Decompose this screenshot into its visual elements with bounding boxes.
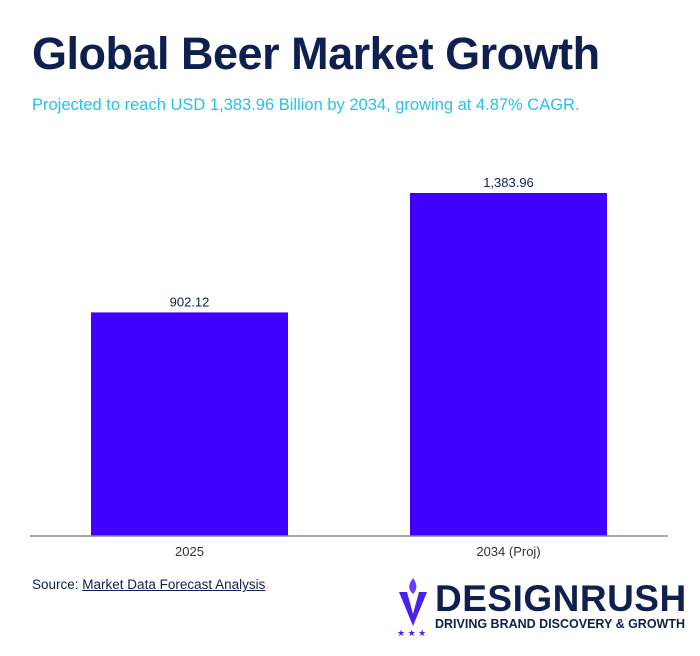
logo-tagline: DRIVING BRAND DISCOVERY & GROWTH	[435, 617, 686, 631]
bar-chart: 902.12 2025 1,383.96 2034 (Proj)	[30, 175, 668, 559]
designrush-logo: ★ ★ ★ DESIGNRUSH DRIVING BRAND DISCOVERY…	[393, 576, 686, 638]
source-link[interactable]: Market Data Forecast Analysis	[82, 577, 266, 592]
chart-subtitle: Projected to reach USD 1,383.96 Billion …	[32, 96, 580, 114]
bar-2025	[91, 312, 288, 536]
flame-v-icon: ★ ★ ★	[397, 578, 427, 638]
data-label: 902.12	[170, 294, 210, 309]
source-note: Source: Market Data Forecast Analysis	[32, 577, 265, 592]
data-label: 1,383.96	[483, 175, 534, 190]
bar-2034 (Proj)	[410, 193, 607, 536]
x-tick-label: 2034 (Proj)	[476, 544, 540, 559]
chart-title: Global Beer Market Growth	[32, 28, 600, 79]
logo-name: DESIGNRUSH	[435, 578, 687, 619]
svg-text:★ ★ ★: ★ ★ ★	[397, 628, 426, 638]
source-label: Source:	[32, 577, 79, 592]
x-tick-label: 2025	[175, 544, 204, 559]
